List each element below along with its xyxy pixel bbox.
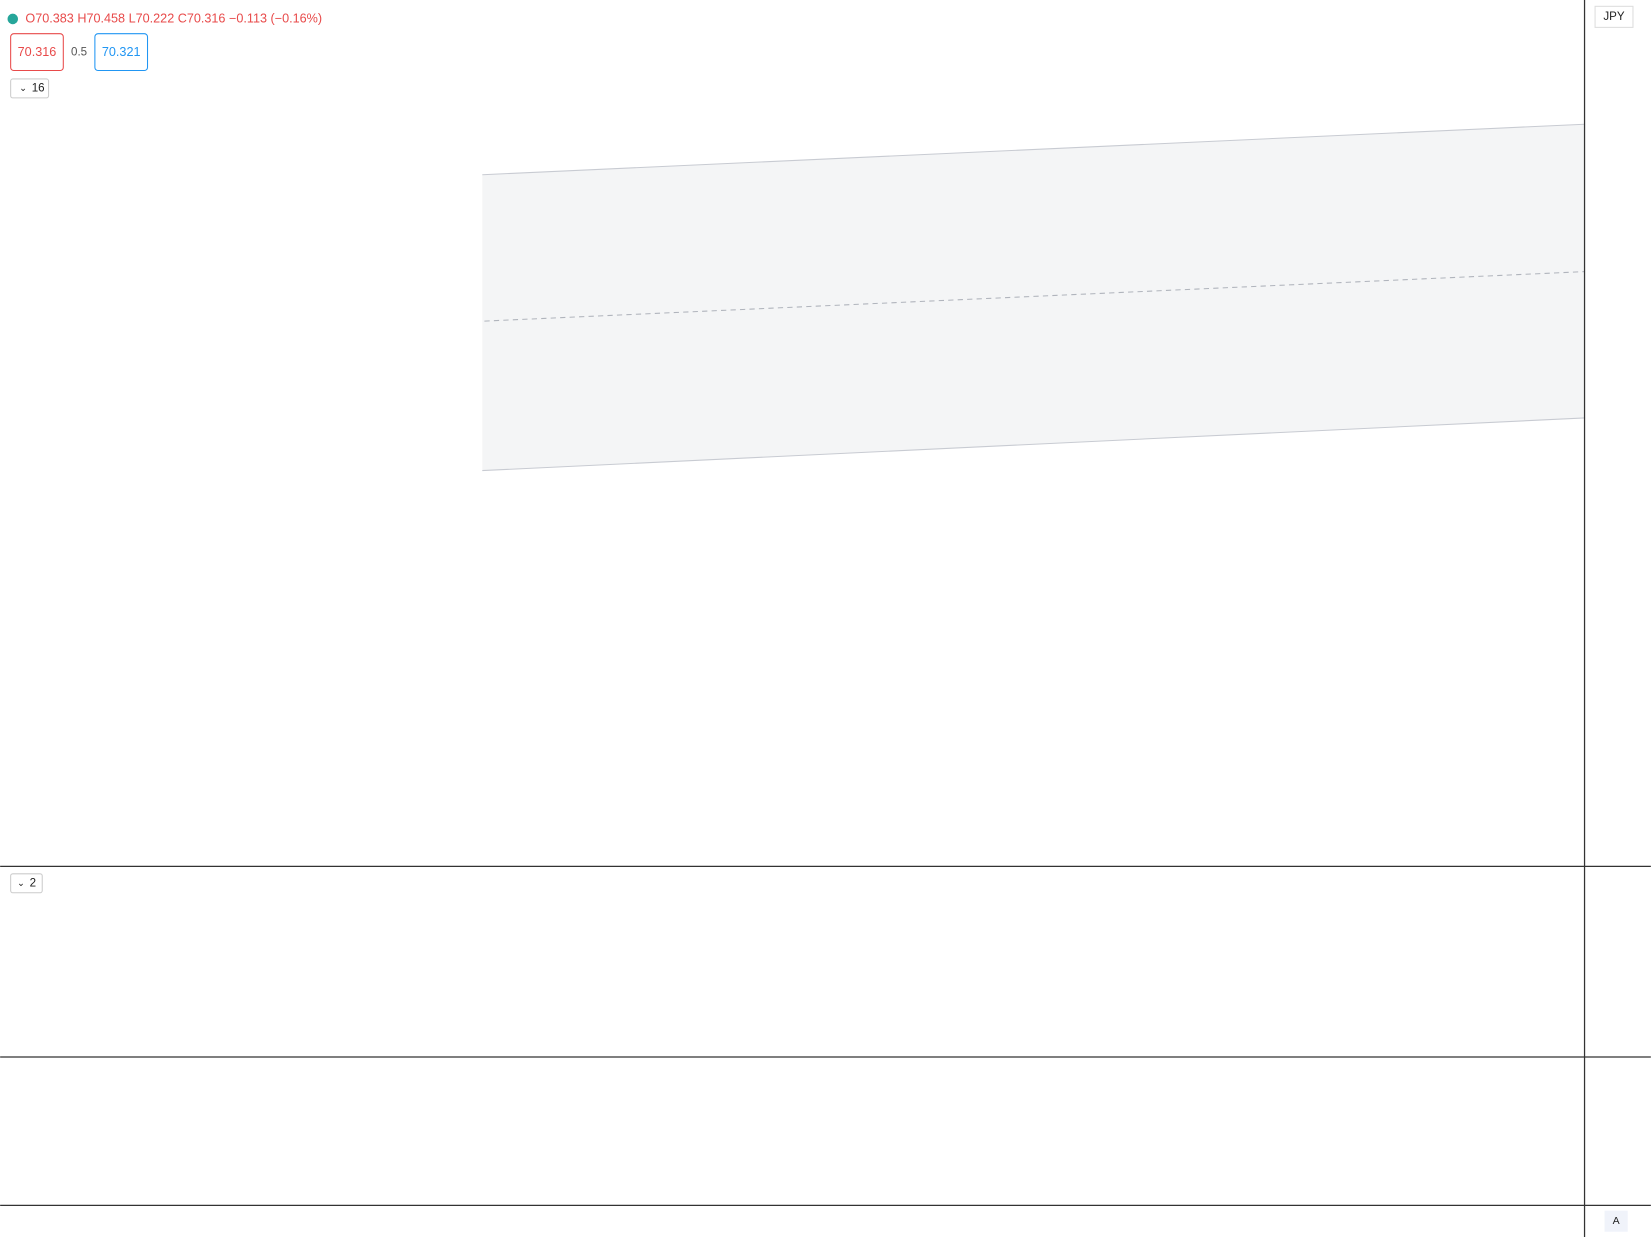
channel-edge: [482, 417, 1585, 472]
auto-button[interactable]: [1604, 1210, 1628, 1232]
bid-price[interactable]: 70.316: [18, 45, 57, 59]
chevron[interactable]: ⌄: [17, 878, 25, 889]
buy-button[interactable]: [94, 33, 149, 72]
indicator-toggle[interactable]: [10, 873, 43, 894]
currency-box: [1594, 5, 1634, 28]
status-dot: [7, 13, 19, 25]
indicator-toggle[interactable]: [10, 78, 50, 99]
ohlc-legend: O70.383 H70.458 L70.222 C70.316 −0.113 (…: [25, 11, 322, 25]
chevron[interactable]: ⌄: [19, 83, 27, 94]
currency: JPY: [1603, 11, 1625, 23]
indicator-count[interactable]: 2: [30, 877, 36, 889]
indicator-count[interactable]: 16: [32, 82, 45, 94]
spread: 0.5: [71, 47, 87, 59]
channel-edge: [482, 123, 1585, 176]
channel: [482, 124, 1585, 471]
auto-label[interactable]: A: [1613, 1215, 1620, 1227]
channel-mid: [484, 271, 1585, 322]
ask-price[interactable]: 70.321: [102, 45, 141, 59]
sell-button[interactable]: [10, 33, 64, 72]
